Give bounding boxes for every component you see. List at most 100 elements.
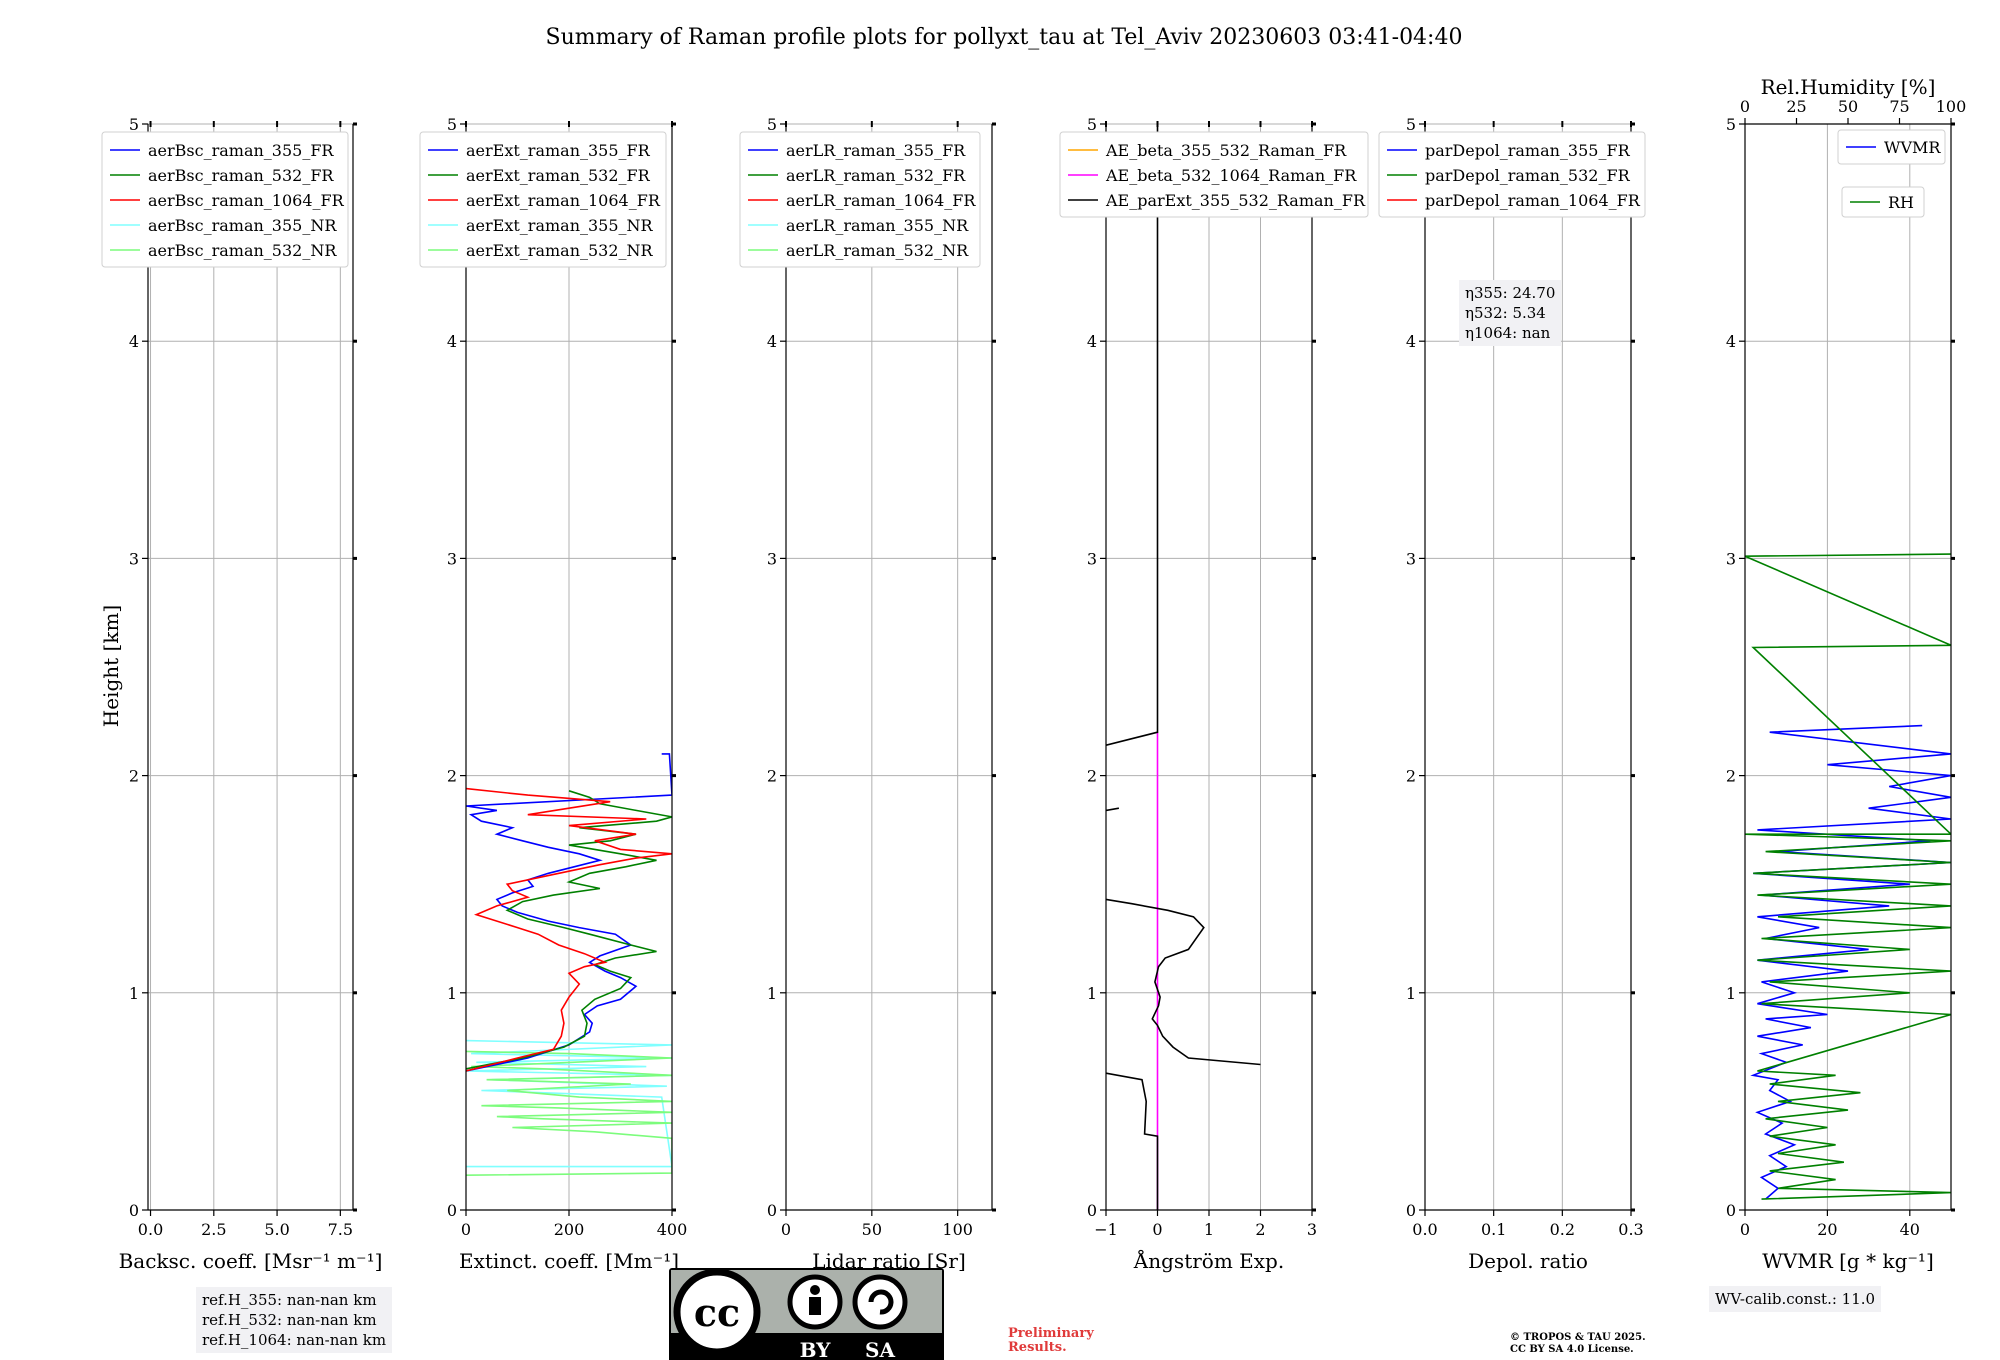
series-ext-4 [466,787,672,1072]
xtick-label-lr-0: 0 [781,1220,791,1239]
top-xtick-label-wv-4: 100 [1936,97,1967,116]
series-ae-1 [1106,1072,1159,1210]
series-ext-0 [466,1039,672,1168]
legend-label-depol-1: parDepol_raman_532_FR [1425,166,1631,185]
xtick-label-depol-3: 0.3 [1618,1220,1643,1239]
sa-icon [852,1274,908,1330]
ref-height-355: ref.H_355: nan-nan km [202,1291,377,1309]
ytick-label-bsc-3: 3 [129,549,139,568]
legend-label-depol-0: parDepol_raman_355_FR [1425,141,1631,160]
ytick-label-ext-3: 3 [447,549,457,568]
xtick-label-bsc-1: 2.5 [201,1220,226,1239]
legend-label-bsc-0: aerBsc_raman_355_FR [148,141,334,160]
top-xtick-label-wv-3: 75 [1889,97,1909,116]
legend-box-wv-1 [1841,186,1925,218]
series-ext-1 [466,1050,672,1176]
copyright-line-2: CC BY SA 4.0 License. [1510,1344,1634,1355]
preliminary-note: Preliminary Results. [1008,1327,1094,1355]
series-wv-1 [1745,553,1951,1200]
series-ae-2 [1106,898,1261,1066]
xtick-label-ext-1: 200 [554,1220,585,1239]
wv-calib-box: WV-calib.const.: 11.0 [1709,1286,1882,1312]
top-xtick-label-wv-0: 0 [1740,97,1750,116]
xtick-label-ae-0: −1 [1094,1220,1118,1239]
xtick-label-ae-4: 3 [1307,1220,1317,1239]
legend-label-lr-2: aerLR_raman_1064_FR [786,191,976,210]
ytick-label-depol-2: 2 [1406,767,1416,786]
top-xtick-label-wv-2: 50 [1838,97,1858,116]
xtick-label-ae-1: 0 [1152,1220,1162,1239]
legend-label-wv-0: WVMR [1884,138,1941,157]
top-xlabel-wv: Rel.Humidity [%] [1761,75,1936,99]
ytick-label-bsc-0: 0 [129,1201,139,1220]
legend-box-ext [419,131,667,268]
eta-1064: η1064: nan [1465,324,1551,342]
cc-icon: cc [694,1290,740,1335]
ytick-label-lr-1: 1 [767,984,777,1003]
legend-label-bsc-1: aerBsc_raman_532_FR [148,166,334,185]
figure-title: Summary of Raman profile plots for polly… [546,25,1463,50]
xtick-label-lr-2: 100 [942,1220,973,1239]
series-ext-3 [466,790,672,1070]
ytick-label-ae-4: 4 [1087,332,1097,351]
ytick-label-bsc-4: 4 [129,332,139,351]
xlabel-ae: Ångström Exp. [1133,1248,1284,1273]
ytick-label-wv-3: 3 [1726,549,1736,568]
xlabel-bsc: Backsc. coeff. [Msr⁻¹ m⁻¹] [119,1249,383,1273]
ytick-label-wv-5: 5 [1726,115,1736,134]
badge-sa-label: SA [865,1338,895,1360]
xtick-label-lr-1: 50 [862,1220,882,1239]
legend-label-lr-3: aerLR_raman_355_NR [786,216,969,235]
xtick-label-depol-2: 0.2 [1550,1220,1575,1239]
ytick-label-wv-2: 2 [1726,767,1736,786]
ytick-label-ext-4: 4 [447,332,457,351]
legend-label-lr-1: aerLR_raman_532_FR [786,166,966,185]
eta-box: η355: 24.70 η532: 5.34 η1064: nan [1459,280,1562,346]
legend-label-ae-0: AE_beta_355_532_Raman_FR [1105,141,1347,160]
ytick-label-ext-1: 1 [447,984,457,1003]
xtick-label-depol-1: 0.1 [1481,1220,1506,1239]
copyright-note: © TROPOS & TAU 2025. CC BY SA 4.0 Licens… [1510,1332,1646,1356]
panel-ext: 0 1 2 3 4 5 0 200 400 Extinct. coeff. [Mm⁻¹] aerEx… [419,115,687,1273]
ytick-label-wv-1: 1 [1726,984,1736,1003]
legend-label-ext-3: aerExt_raman_355_NR [466,216,654,235]
legend-box-depol [1378,131,1646,218]
series-ext-2 [466,753,672,1072]
by-icon-head [810,1285,820,1295]
ref-height-box: ref.H_355: nan-nan km ref.H_532: nan-nan… [196,1287,393,1353]
legend-box-wv-0 [1837,129,1946,165]
panel-bsc: 0 1 2 3 4 5 0.0 2.5 5.0 7.5 Backsc. coeff. [Msr⁻¹ … [101,115,383,1273]
by-icon-body [809,1297,821,1315]
legend-label-ext-2: aerExt_raman_1064_FR [466,191,661,210]
legend-label-ae-1: AE_beta_532_1064_Raman_FR [1105,166,1357,185]
copyright-line-1: © TROPOS & TAU 2025. [1510,1332,1646,1343]
sa-icon-arrow [868,1289,894,1315]
ytick-label-lr-5: 5 [767,115,777,134]
cc-icon-ring [673,1268,761,1356]
ytick-label-ae-1: 1 [1087,984,1097,1003]
legend-label-wv-1: RH [1888,193,1914,212]
xtick-label-wv-1: 20 [1817,1220,1837,1239]
ytick-label-lr-0: 0 [767,1201,777,1220]
ytick-label-depol-5: 5 [1406,115,1416,134]
xlabel-wv: WVMR [g * kg⁻¹] [1762,1249,1934,1273]
ytick-label-wv-0: 0 [1726,1201,1736,1220]
legend-label-bsc-4: aerBsc_raman_532_NR [148,241,337,260]
xtick-label-depol-0: 0.0 [1412,1220,1437,1239]
xtick-label-bsc-2: 5.0 [264,1220,289,1239]
xtick-label-ae-2: 1 [1204,1220,1214,1239]
ytick-label-bsc-5: 5 [129,115,139,134]
ytick-label-lr-3: 3 [767,549,777,568]
ytick-label-depol-3: 3 [1406,549,1416,568]
ytick-label-ext-0: 0 [447,1201,457,1220]
xtick-label-wv-0: 0 [1740,1220,1750,1239]
ytick-label-bsc-2: 2 [129,767,139,786]
legend-label-depol-2: parDepol_raman_1064_FR [1425,191,1641,210]
ytick-label-wv-4: 4 [1726,332,1736,351]
eta-355: η355: 24.70 [1465,284,1556,302]
badge-by-label: BY [800,1338,832,1360]
